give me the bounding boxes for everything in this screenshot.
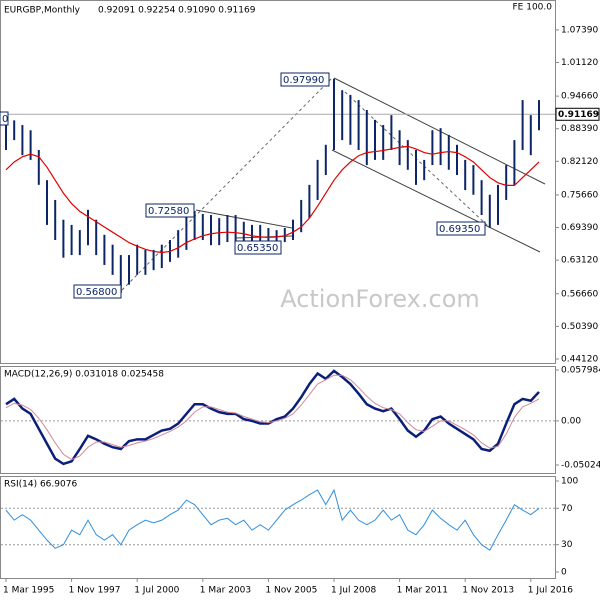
y-tick-label: 0.50390 [561, 322, 598, 332]
moving-average [5, 145, 540, 254]
indicator-line [5, 374, 540, 461]
x-tick-label: 1 Mar 1995 [3, 586, 54, 596]
x-tick-label: 1 Jul 2016 [528, 586, 573, 596]
annotation: 0.65350 [237, 243, 278, 254]
last-price-label: 0.91169 [558, 110, 599, 120]
annotation: 0.69350 [439, 224, 480, 235]
y-tick-label: 0.057984 [561, 365, 600, 375]
x-tick-label: 1 Jul 2000 [134, 586, 179, 596]
price-panel [0, 0, 556, 364]
annotation-box [436, 221, 486, 236]
y-tick-label: 0.63120 [561, 256, 598, 266]
annotation: 0.97990 [283, 75, 324, 86]
ohlc-header: 0.92091 0.92254 0.91090 0.91169 [98, 6, 256, 16]
trend-line [121, 77, 333, 291]
y-tick-label: 0.75660 [561, 190, 598, 200]
y-tick-label: 0.94660 [561, 92, 598, 102]
annotation-box [280, 72, 330, 87]
annotation: 0 [2, 114, 8, 125]
y-tick-label: 0.00 [561, 416, 581, 426]
y-tick-label: 0.88390 [561, 124, 598, 134]
y-tick-label: 30 [561, 540, 573, 550]
y-tick-label: 0.82120 [561, 157, 598, 167]
watermark: ActionForex.com [280, 285, 480, 313]
rsi-panel [0, 476, 556, 579]
triangle-line [195, 209, 293, 229]
y-tick-label: 0.44120 [561, 354, 598, 364]
y-tick-label: 1.07390 [561, 25, 598, 35]
y-tick-label: 100 [561, 477, 578, 487]
x-tick-label: 1 Nov 2005 [265, 586, 317, 596]
channel-line [333, 77, 546, 185]
indicator-line [5, 488, 540, 551]
x-tick-label: 1 Mar 2003 [200, 586, 251, 596]
chart-title: EURGBP,Monthly [4, 6, 81, 16]
channel-line [331, 149, 541, 253]
y-tick-label: 0 [561, 567, 567, 577]
macd-title: MACD(12,26,9) 0.031018 0.025458 [4, 370, 164, 380]
x-tick-label: 1 Nov 1997 [69, 586, 121, 596]
y-tick-label: 0.69390 [561, 223, 598, 233]
annotation-box [0, 111, 9, 126]
annotation-box [234, 240, 282, 255]
x-tick-label: 1 Nov 2013 [462, 586, 514, 596]
annotation: 0.56800 [76, 287, 117, 298]
annotation: 0.72580 [148, 206, 189, 217]
x-tick-label: 1 Jul 2008 [331, 586, 376, 596]
y-tick-label: 1.01120 [561, 58, 598, 68]
corner-note: FE 100.0 [513, 3, 553, 13]
rsi-title: RSI(14) 66.9076 [4, 480, 77, 490]
y-tick-label: 70 [561, 504, 573, 514]
y-tick-label: 0.56660 [561, 289, 598, 299]
annotation-box [145, 203, 195, 218]
annotation-box [73, 284, 122, 299]
last-price-box [555, 107, 600, 121]
x-tick-label: 1 Mar 2011 [397, 586, 448, 596]
